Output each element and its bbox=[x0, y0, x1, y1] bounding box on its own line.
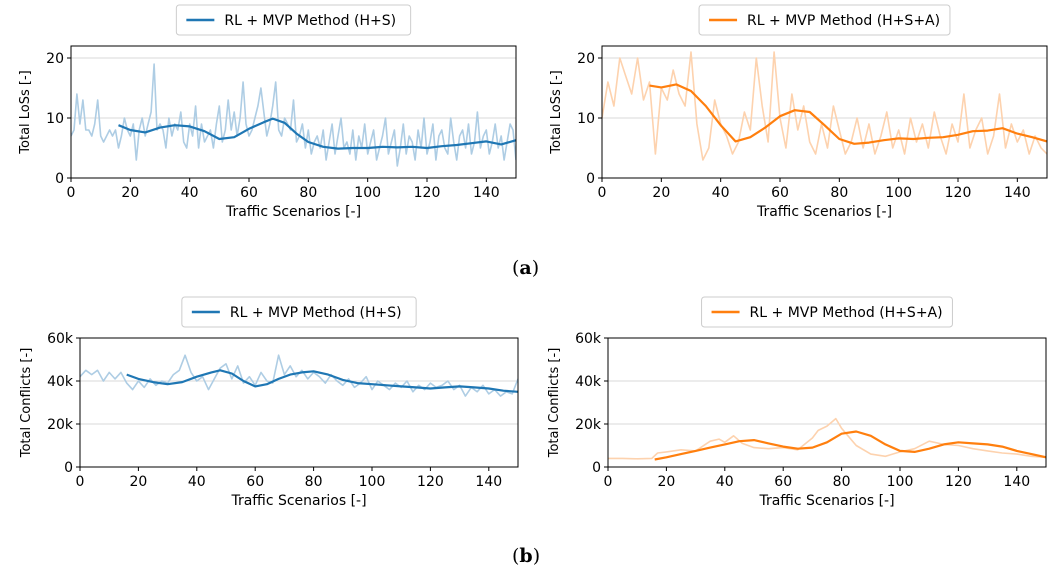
x-tick-label: 0 bbox=[598, 185, 607, 201]
chart-b-left: 0 20 40 60 80 100 120 140 0 20k 40k 60k Traffic Scen… bbox=[19, 296, 519, 509]
y-tick-label: 0 bbox=[586, 171, 595, 187]
axes-frame bbox=[70, 45, 517, 179]
x-axis-label: Traffic Scenarios [-] bbox=[756, 204, 892, 220]
caption-a-letter: a bbox=[519, 257, 532, 279]
x-tick-label: 100 bbox=[887, 474, 914, 490]
y-tick-label: 0 bbox=[64, 460, 73, 476]
y-tick-label: 10 bbox=[577, 111, 595, 127]
y-tick-label: 20k bbox=[575, 417, 602, 433]
x-tick-label: 60 bbox=[771, 185, 789, 201]
series-smoothed-line bbox=[654, 430, 1046, 461]
x-tick-label: 80 bbox=[305, 474, 323, 490]
x-tick-label: 100 bbox=[359, 474, 386, 490]
x-tick-label: 100 bbox=[354, 185, 381, 201]
x-tick-label: 40 bbox=[712, 185, 730, 201]
chart-b-right: 0 20 40 60 80 100 120 140 0 20k 40k 60k Traffic Scen… bbox=[547, 296, 1047, 509]
y-axis-label: Total Conflicts [-] bbox=[547, 348, 562, 459]
x-tick-label: 140 bbox=[473, 185, 500, 201]
series-smoothed-line bbox=[118, 117, 516, 150]
y-tick-label: 20 bbox=[46, 51, 64, 67]
x-tick-label: 140 bbox=[1004, 185, 1031, 201]
legend-label: RL + MVP Method (H+S) bbox=[230, 305, 402, 321]
y-tick-label: 10 bbox=[46, 111, 64, 127]
x-tick-label: 140 bbox=[475, 474, 502, 490]
x-tick-label: 40 bbox=[716, 474, 734, 490]
x-tick-label: 120 bbox=[414, 185, 441, 201]
series-raw-line bbox=[71, 63, 516, 167]
series-raw-line bbox=[608, 417, 1046, 460]
y-axis-label: Total LoSs [-] bbox=[549, 70, 564, 154]
y-tick-label: 40k bbox=[575, 374, 602, 390]
x-tick-label: 120 bbox=[945, 185, 972, 201]
x-tick-label: 20 bbox=[121, 185, 139, 201]
x-tick-label: 100 bbox=[885, 185, 912, 201]
legend-label: RL + MVP Method (H+S) bbox=[224, 13, 396, 29]
legend-box bbox=[701, 296, 953, 328]
x-tick-label: 0 bbox=[76, 474, 85, 490]
series-smoothed-line bbox=[126, 369, 518, 393]
x-axis-label: Traffic Scenarios [-] bbox=[225, 204, 361, 220]
caption-a: (a) bbox=[512, 257, 540, 279]
axes-frame bbox=[601, 45, 1048, 179]
legend-label: RL + MVP Method (H+S+A) bbox=[750, 305, 943, 321]
caption-b-letter: b bbox=[519, 545, 533, 567]
x-tick-label: 40 bbox=[181, 185, 199, 201]
series-raw-line bbox=[80, 354, 518, 397]
y-axis-label: Total LoSs [-] bbox=[18, 70, 33, 154]
y-tick-label: 40k bbox=[47, 374, 74, 390]
y-tick-label: 20 bbox=[577, 51, 595, 67]
x-tick-label: 20 bbox=[129, 474, 147, 490]
x-tick-label: 0 bbox=[67, 185, 76, 201]
legend-box bbox=[698, 4, 951, 36]
x-tick-label: 80 bbox=[299, 185, 317, 201]
y-tick-label: 60k bbox=[47, 331, 74, 347]
chart-a-left: 0 20 40 60 80 100 120 140 0 10 20 Traffic Scenarios… bbox=[18, 4, 517, 220]
chart-a-right: 0 20 40 60 80 100 120 140 0 10 20 Traffic Scenarios… bbox=[549, 4, 1048, 220]
y-axis-label: Total Conflicts [-] bbox=[19, 348, 34, 459]
axes-frame bbox=[607, 337, 1047, 468]
x-tick-label: 60 bbox=[774, 474, 792, 490]
x-tick-label: 80 bbox=[830, 185, 848, 201]
x-tick-label: 140 bbox=[1003, 474, 1030, 490]
y-tick-label: 20k bbox=[47, 417, 74, 433]
caption-b: (b) bbox=[512, 545, 541, 567]
x-tick-label: 120 bbox=[945, 474, 972, 490]
x-tick-label: 20 bbox=[652, 185, 670, 201]
series-smoothed-line bbox=[649, 83, 1047, 145]
series-raw-line bbox=[602, 51, 1047, 161]
x-tick-label: 0 bbox=[604, 474, 613, 490]
y-tick-label: 0 bbox=[592, 460, 601, 476]
x-tick-label: 60 bbox=[246, 474, 264, 490]
legend-box bbox=[181, 296, 417, 328]
axes-frame bbox=[79, 337, 519, 468]
x-tick-label: 40 bbox=[188, 474, 206, 490]
legend-label: RL + MVP Method (H+S+A) bbox=[747, 13, 940, 29]
x-tick-label: 80 bbox=[833, 474, 851, 490]
x-tick-label: 20 bbox=[657, 474, 675, 490]
x-tick-label: 60 bbox=[240, 185, 258, 201]
y-tick-label: 0 bbox=[55, 171, 64, 187]
x-axis-label: Traffic Scenarios [-] bbox=[230, 493, 366, 509]
x-tick-label: 120 bbox=[417, 474, 444, 490]
x-axis-label: Traffic Scenarios [-] bbox=[758, 493, 894, 509]
legend-box bbox=[175, 4, 412, 36]
y-tick-label: 60k bbox=[575, 331, 602, 347]
